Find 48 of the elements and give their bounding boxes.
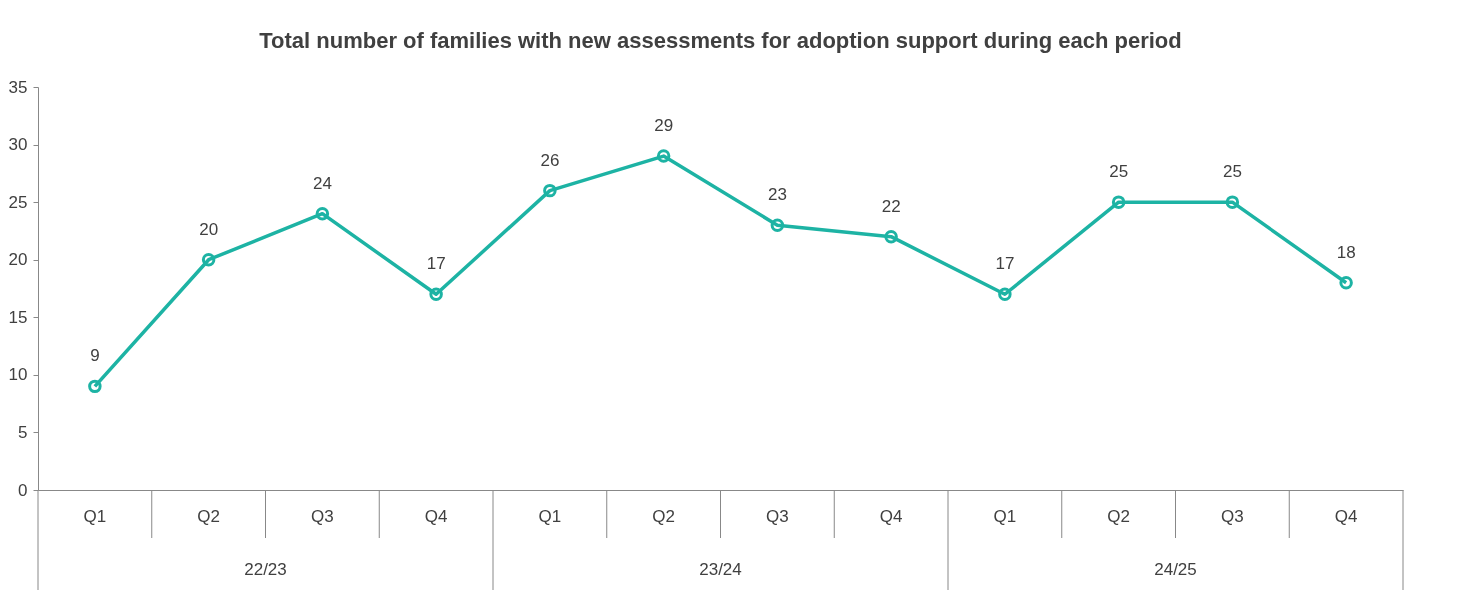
y-tick-label: 10 [8, 365, 28, 385]
data-label: 17 [426, 254, 446, 274]
x-tick-label: Q1 [993, 506, 1017, 526]
point [656, 149, 671, 163]
y-tick-label: 35 [8, 77, 28, 97]
text: 24/25 [1154, 560, 1197, 579]
data-label: 9 [90, 346, 100, 366]
data-label: 22 [881, 196, 901, 216]
x-tick-label: Q1 [83, 506, 107, 526]
x-tick-label: Q4 [424, 506, 448, 526]
point [543, 183, 557, 198]
point [770, 218, 785, 232]
point [1225, 195, 1240, 209]
data-label: 26 [540, 150, 560, 170]
point [201, 252, 216, 267]
data-label: 25 [1222, 162, 1242, 182]
data-label: 20 [199, 219, 219, 239]
text: 23/24 [699, 560, 742, 579]
point [998, 287, 1012, 301]
y-tick-label: 0 [18, 480, 28, 500]
data-label: 23 [767, 185, 787, 205]
x-tick-label: Q3 [1221, 506, 1244, 526]
x-tick-label: Q1 [538, 506, 562, 526]
x-tick-label: Q2 [652, 506, 675, 526]
text: 22/23 [244, 560, 287, 579]
x-tick-label: Q2 [1107, 506, 1130, 526]
point [1111, 195, 1126, 209]
point [884, 229, 898, 244]
data-label: 17 [995, 254, 1015, 274]
point [88, 379, 102, 394]
x-tick-label: Q2 [197, 506, 220, 526]
y-tick-label: 5 [18, 422, 28, 442]
data-label: 29 [654, 116, 674, 136]
x-tick-label: Q4 [1334, 506, 1358, 526]
x-tick-label: Q3 [311, 506, 334, 526]
y-tick-label: 15 [8, 307, 28, 327]
x-tick-label: Q3 [766, 506, 789, 526]
data-label: 24 [312, 173, 332, 193]
point [429, 287, 443, 301]
point [1339, 276, 1353, 290]
y-tick-label: 20 [8, 250, 28, 270]
y-tick-label: 30 [8, 135, 28, 155]
data-label: 25 [1109, 162, 1129, 182]
chart-title: Total number of families with new assessments for adoption support during each period [259, 28, 1182, 53]
x-tick-label: Q4 [879, 506, 903, 526]
point [315, 206, 330, 221]
y-tick-label: 25 [8, 192, 28, 212]
data-label: 18 [1336, 242, 1356, 262]
